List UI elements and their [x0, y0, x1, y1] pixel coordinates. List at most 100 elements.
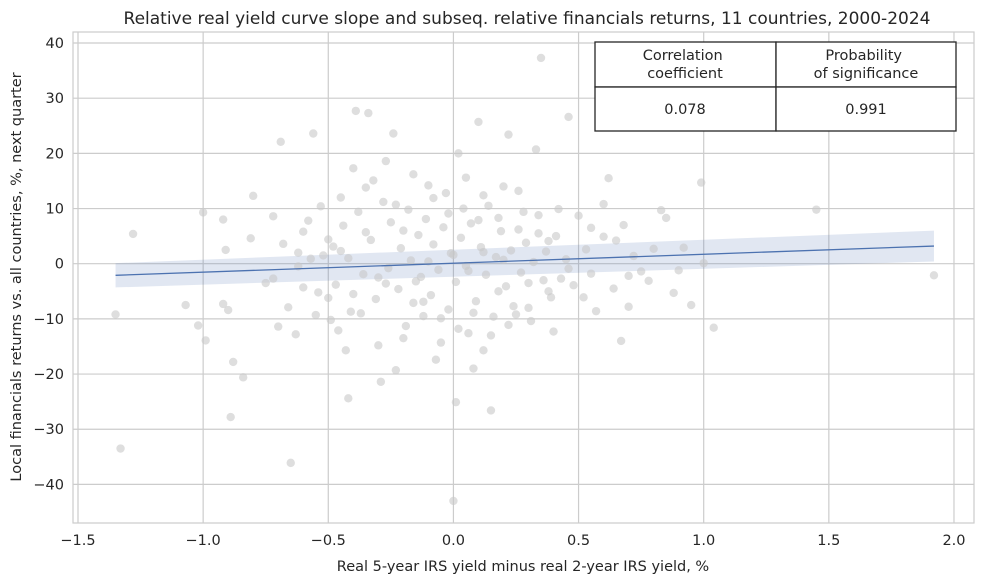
data-point	[656, 205, 666, 215]
data-point	[461, 173, 471, 182]
data-point	[479, 346, 488, 355]
data-point	[291, 330, 300, 339]
data-point	[581, 245, 591, 254]
table-value-cell	[775, 86, 957, 132]
data-point	[316, 202, 325, 211]
data-point	[496, 226, 506, 236]
data-point	[524, 278, 533, 288]
y-tick-label: 20	[46, 146, 64, 162]
table-header-cell	[775, 41, 957, 88]
data-point	[261, 278, 270, 288]
data-point	[128, 229, 138, 239]
data-point	[524, 303, 533, 313]
data-point	[394, 284, 403, 294]
data-point	[326, 315, 335, 325]
data-point	[591, 306, 601, 316]
data-point	[586, 269, 596, 278]
data-point	[451, 397, 461, 407]
data-point	[629, 251, 638, 261]
data-point	[489, 312, 498, 321]
data-point	[336, 193, 345, 202]
x-axis-ticks: −1.5 −1.0 −0.5 0.0 0.5 1.0 1.5 2.0	[60, 533, 965, 549]
data-point	[344, 394, 353, 403]
data-point	[599, 232, 608, 241]
data-point	[609, 284, 618, 293]
data-point	[486, 331, 496, 340]
y-axis-label: Local financials returns vs. all countri…	[9, 72, 25, 481]
data-point	[674, 266, 683, 275]
data-point	[579, 293, 588, 302]
data-point	[246, 234, 255, 243]
data-point	[409, 298, 418, 308]
data-point	[249, 191, 258, 201]
data-point	[481, 270, 491, 279]
data-point	[389, 129, 398, 138]
data-point	[494, 287, 503, 296]
data-point	[286, 458, 295, 468]
data-point	[509, 301, 518, 311]
y-tick-label: 40	[46, 36, 64, 52]
data-point	[421, 214, 431, 224]
data-point	[679, 243, 688, 252]
data-point	[604, 173, 613, 183]
data-point	[709, 323, 718, 332]
data-point	[436, 314, 446, 323]
data-point	[644, 276, 653, 286]
data-point	[456, 233, 466, 242]
data-point	[349, 289, 358, 299]
data-point	[554, 204, 563, 214]
data-point	[619, 220, 628, 230]
y-tick-label: 10	[46, 202, 64, 218]
data-point	[416, 272, 426, 282]
data-point	[426, 290, 436, 300]
data-points	[111, 53, 939, 506]
data-point	[284, 303, 293, 312]
data-point	[336, 246, 345, 256]
table-header-cell	[594, 41, 777, 88]
data-point	[359, 269, 368, 279]
data-point	[414, 230, 423, 240]
y-tick-label: −10	[33, 312, 64, 328]
data-point	[381, 279, 391, 288]
data-point	[514, 186, 523, 196]
data-point	[534, 229, 543, 238]
data-point	[223, 305, 233, 315]
data-point	[311, 310, 320, 320]
data-point	[379, 197, 388, 207]
data-point	[574, 211, 583, 220]
data-point	[294, 248, 303, 257]
data-point	[366, 235, 376, 245]
data-point	[306, 254, 315, 263]
data-point	[201, 336, 210, 345]
data-point	[929, 271, 939, 280]
data-point	[374, 273, 383, 282]
data-point	[519, 207, 528, 217]
data-point	[434, 265, 443, 274]
data-point	[341, 346, 351, 355]
data-point	[451, 277, 461, 287]
table-header-correlation: Correlation coefficient	[643, 48, 728, 82]
data-point	[404, 205, 413, 214]
data-point	[444, 209, 453, 218]
data-point	[511, 310, 521, 319]
data-point	[686, 300, 696, 310]
data-point	[111, 310, 120, 319]
data-point	[611, 236, 621, 245]
regression-line	[115, 245, 934, 276]
table-value-cell	[594, 86, 777, 132]
data-point	[228, 357, 238, 367]
data-point	[429, 193, 438, 203]
y-tick-label: 0	[55, 257, 64, 273]
data-point	[381, 156, 391, 166]
data-point	[454, 149, 463, 158]
data-point	[439, 223, 448, 232]
y-axis-ticks: −40 −30 −20 −10 0 10 20 30 40	[33, 36, 64, 493]
x-tick-label: 0.0	[442, 533, 465, 549]
data-point	[319, 251, 328, 260]
stats-table: Correlation coefficient Probability of s…	[594, 41, 957, 132]
data-point	[344, 253, 353, 263]
data-point	[494, 213, 503, 223]
data-point	[269, 274, 278, 283]
data-point	[514, 225, 523, 234]
data-point	[193, 321, 203, 330]
